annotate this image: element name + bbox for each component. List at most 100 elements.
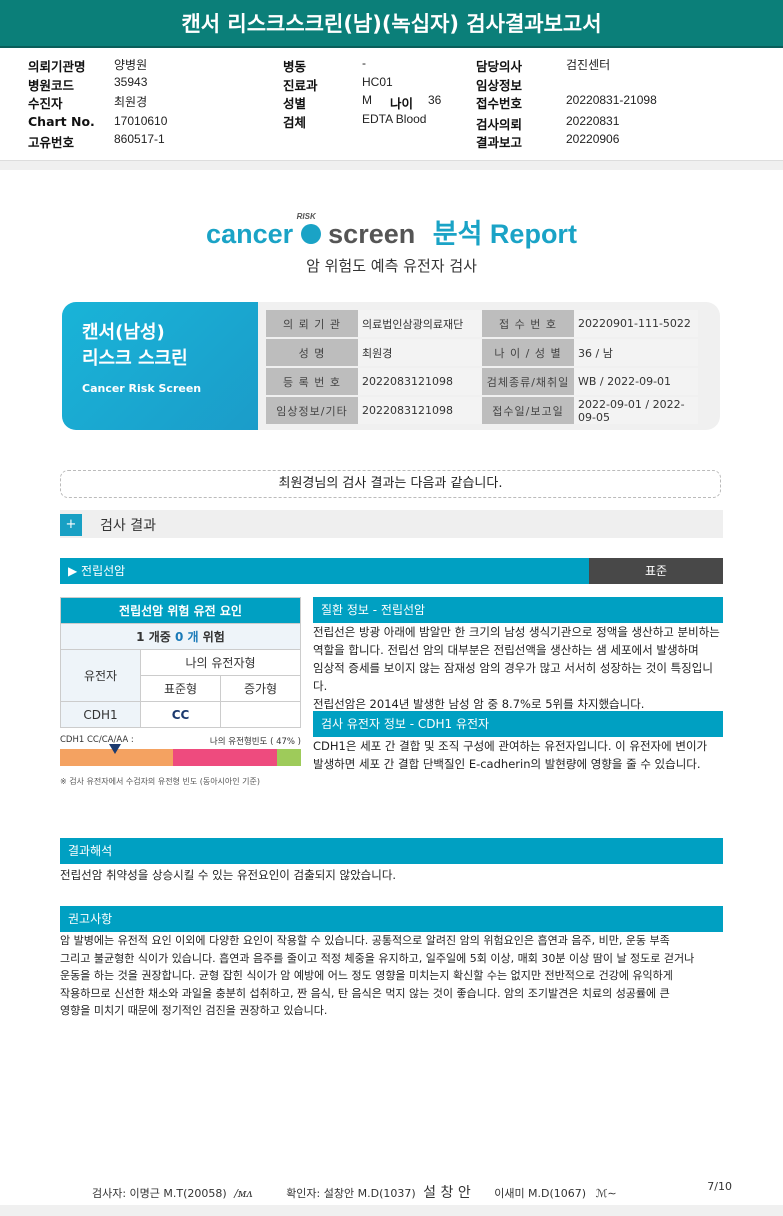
bar-segment [173, 749, 277, 766]
header-value: 860517-1 [114, 132, 165, 146]
info-value: WB / 2022-09-01 [574, 368, 698, 395]
card-title: 리스크 스크린 [82, 348, 188, 369]
text-line: 발생하면 세포 간 결합 단백질인 E-cadherin의 발현량에 영향을 줄… [313, 757, 701, 771]
text-line: 전립선암은 2014년 발생한 남성 암 중 8.7%로 5위를 차지했습니다. [313, 697, 645, 711]
info-value: 36 / 남 [574, 339, 698, 366]
info-label: 의 뢰 기 관 [266, 310, 358, 337]
header-value: 20220906 [566, 132, 620, 146]
info-label: 검체종류/채취일 [482, 368, 574, 395]
table-title: 전립선암 위험 유전 요인 [60, 597, 301, 624]
info-value: 2022083121098 [358, 368, 482, 395]
text-line: 암 발병에는 유전적 요인 이외에 다양한 요인이 작용할 수 있습니다. 공통… [60, 934, 670, 947]
info-label: 임상정보/기타 [266, 397, 358, 424]
tester: 검사자: 이명근 M.T(20058) [92, 1187, 227, 1200]
info-value: 2022-09-01 / 2022-09-05 [574, 397, 698, 424]
header-label: 수진자 [28, 96, 63, 111]
info-value: 최원경 [358, 339, 482, 366]
increased-header: 증가형 [220, 675, 301, 702]
header-value: 20220831-21098 [566, 93, 657, 107]
header-label: 접수번호 [476, 96, 523, 111]
header-value: 35943 [114, 74, 148, 89]
bar-right-label: 나의 유전형빈도 ( 47% ) [209, 737, 301, 747]
card-title: 캔서(남성) [82, 322, 165, 343]
page-number: 7/10 [707, 1180, 732, 1193]
header-label: 성별 [283, 96, 307, 111]
standard-header: 표준형 [140, 675, 221, 702]
header-label: 의뢰기관명 [28, 59, 86, 74]
doctor2: 이새미 M.D(1067) [494, 1187, 587, 1200]
genetic-factor-table: 전립선암 위험 유전 요인 1 개중 0 개 위험 유전자 나의 유전자형 표준형… [60, 597, 301, 728]
signatures: 검사자: 이명근 M.T(20058) ∕ᴍᴧ 확인자: 설창안 M.D(103… [92, 1180, 732, 1202]
info-row: 의 뢰 기 관 의료법인삼광의료재단 접 수 번 호 20220901-111-502… [266, 310, 698, 337]
header-value: 양병원 [114, 58, 148, 72]
disease-info-text: 전립선은 방광 아래에 밤알만 한 크기의 남성 생식기관으로 정액을 생산하고… [313, 623, 723, 713]
folder-plus-icon: + [60, 514, 82, 536]
tester-signature: ∕ᴍᴧ [234, 1187, 253, 1200]
card-subtitle: Cancer Risk Screen [82, 382, 202, 395]
interpretation-text: 전립선암 취약성을 상승시킬 수 있는 유전요인이 검출되지 않았습니다. [60, 868, 397, 882]
logo-risk: RISK [296, 212, 316, 221]
text-line: 운동을 하는 것을 권장합니다. 균형 잡힌 식이가 암 예방에 어느 정도 영… [60, 969, 673, 982]
header-label: 진료과 [283, 77, 318, 93]
age-label: 나이 [390, 96, 414, 111]
results-header [60, 510, 723, 538]
marker-icon [109, 744, 122, 754]
confirmer: 확인자: 설창안 M.D(1037) [286, 1187, 416, 1200]
increased-cell [220, 701, 301, 728]
greeting: 최원경님의 검사 결과는 다음과 같습니다. [60, 470, 721, 498]
risk-summary: 1 개중 0 개 위험 [60, 623, 301, 650]
bar-segment [276, 749, 301, 766]
advice-text: 암 발병에는 유전적 요인 이외에 다양한 요인이 작용할 수 있습니다. 공통… [60, 932, 723, 1020]
text-line: 전립선은 방광 아래에 밤알만 한 크기의 남성 생식기관으로 정액을 생산하고… [313, 625, 720, 639]
info-label: 성 명 [266, 339, 358, 366]
gene-info-text: CDH1은 세포 간 결합 및 조직 구성에 관여하는 유전자입니다. 이 유전… [313, 737, 723, 773]
header-value: 검진센터 [566, 58, 611, 72]
info-row: 성 명 최원경 나 이 / 성 별 36 / 남 [266, 339, 698, 366]
genotype-header: 나의 유전자형 [140, 649, 301, 676]
interpretation-header: 결과해석 [60, 838, 723, 864]
header-value: 17010610 [114, 113, 168, 128]
header-label: Chart No. [28, 113, 95, 129]
category-bar: ▶ 전립선암 [60, 558, 589, 584]
header-label: 검체 [283, 114, 307, 130]
report-title: 캔서 리스크스크린(남)(녹십자) 검사결과보고서 [0, 0, 783, 48]
text-line: 그리고 불균형한 식이가 있습니다. 흡연과 음주를 줄이고 적정 체중을 유지… [60, 951, 695, 965]
info-row: 임상정보/기타 2022083121098 접수일/보고일 2022-09-01 / … [266, 397, 698, 424]
header-label: 검사의뢰 [476, 116, 523, 132]
gene-info-header: 검사 유전자 정보 - CDH1 유전자 [313, 711, 723, 737]
logo-cancer: cancer [206, 219, 294, 249]
text-line: 작용하므로 신선한 채소와 과일을 충분히 섭취하고, 짠 음식, 탄 음식은 … [60, 986, 670, 1000]
results-title: 검사 결과 [100, 518, 156, 534]
text-line: CDH1은 세포 간 결합 및 조직 구성에 관여하는 유전자입니다. 이 유전… [313, 739, 708, 753]
header-label: 병동 [283, 59, 307, 74]
frequency-note: ※ 검사 유전자에서 수검자의 유전형 빈도 (동아시아인 기준) [60, 777, 261, 786]
advice-header: 권고사항 [60, 906, 723, 932]
bar-left-label: CDH1 CC/CA/AA : [60, 735, 134, 745]
gene-header: 유전자 [60, 649, 141, 702]
logo-report: 분석 Report [432, 219, 577, 249]
age-value: 36 [428, 93, 442, 107]
gene-cell: CDH1 [60, 701, 141, 728]
text-line: 임상적 증세를 보이지 않는 잠재성 암의 경우가 많고 서서히 성장하는 것이… [313, 661, 713, 693]
text-line: 영향을 미치기 때문에 정기적인 검진을 권장하고 있습니다. [60, 1004, 328, 1017]
dna-icon: RISK [297, 212, 321, 244]
bar-segment [60, 749, 174, 766]
header-label: 담당의사 [476, 59, 523, 74]
info-value: 20220901-111-5022 [574, 310, 698, 337]
header-value: - [362, 56, 366, 70]
header-label: 병원코드 [28, 77, 75, 93]
disease-info-header: 질환 정보 - 전립선암 [313, 597, 723, 623]
header-value: EDTA Blood [362, 111, 427, 126]
info-label: 나 이 / 성 별 [482, 339, 574, 366]
header-label: 결과보고 [476, 135, 523, 150]
doctor2-signature: ℳ∼ [595, 1187, 617, 1200]
info-label: 접 수 번 호 [482, 310, 574, 337]
standard-cell: CC [140, 701, 221, 728]
header-value: HC01 [362, 74, 393, 89]
header-value: 최원경 [114, 95, 148, 109]
info-card: 캔서(남성) 리스크 스크린 Cancer Risk Screen 의 뢰 기 … [62, 302, 720, 430]
header-value: 20220831 [566, 113, 620, 128]
frequency-labels: CDH1 CC/CA/AA : 나의 유전형빈도 ( 47% ) [60, 735, 301, 747]
logo: cancer RISK screen 분석 Report [0, 212, 783, 251]
info-value: 2022083121098 [358, 397, 482, 424]
